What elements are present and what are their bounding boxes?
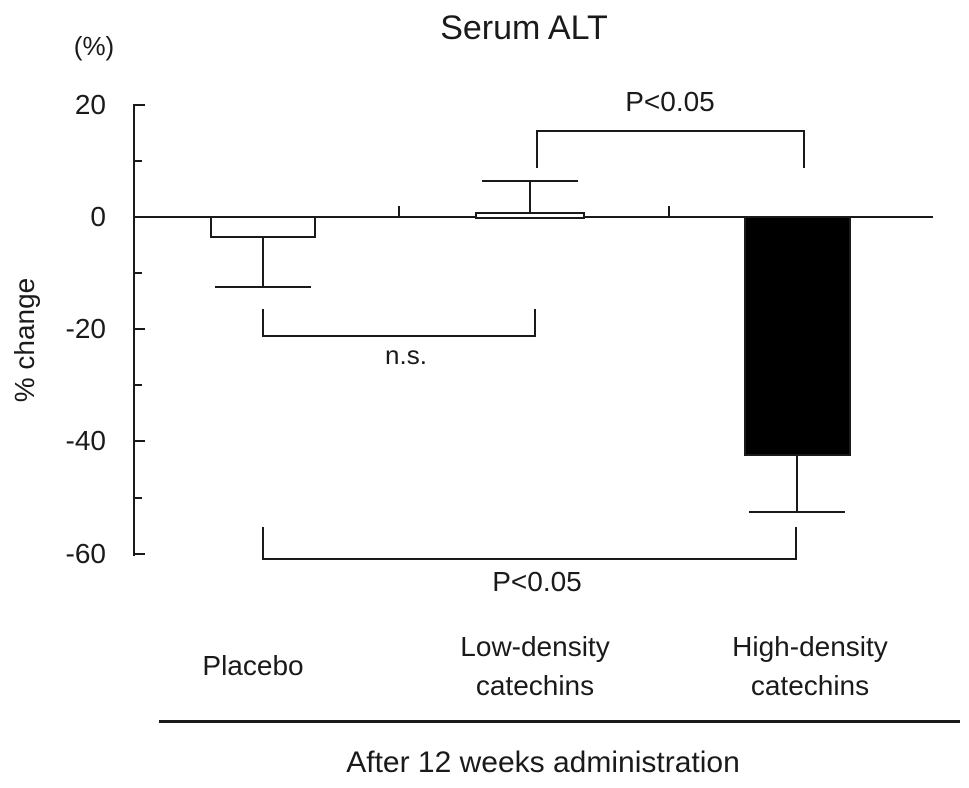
y-tick--10: [133, 272, 142, 275]
y-tick--50: [133, 496, 142, 499]
bar-high-density-catechins: [743, 216, 851, 457]
y-tick--20: [133, 328, 145, 331]
y-tick-label--60: -60: [65, 537, 106, 569]
y-tick-0: [133, 216, 145, 218]
y-tick-label--40: -40: [65, 425, 106, 457]
x-axis-label: After 12 weeks administration: [346, 746, 740, 779]
y-tick--30: [133, 384, 142, 387]
bar-placebo: [210, 216, 316, 238]
y-tick-label--20: -20: [65, 313, 106, 345]
significance-label-placebo-vs-high: P<0.05: [492, 566, 582, 597]
significance-bracket-low-vs-high: [536, 130, 805, 168]
significance-bracket-placebo-vs-high: [262, 527, 797, 560]
error-bar-placebo: [262, 236, 264, 288]
x-tick-0: [398, 206, 400, 217]
category-label-line: Placebo: [202, 650, 304, 681]
chart-title: Serum ALT: [440, 9, 608, 47]
category-label-line: catechins: [475, 670, 595, 701]
category-label-line: catechins: [750, 670, 870, 701]
y-tick-10: [133, 159, 142, 162]
error-cap-low-density-catechins: [482, 179, 578, 182]
category-label-high-density-catechins: High-density catechins: [700, 627, 920, 705]
significance-bracket-placebo-vs-low: [262, 309, 536, 337]
category-label-low-density-catechins: Low-density catechins: [425, 627, 645, 705]
category-label-line: High-density: [732, 631, 888, 662]
error-bar-high-density-catechins: [796, 455, 798, 512]
y-tick-label-20: 20: [74, 88, 106, 120]
category-label-line: Low-density: [460, 631, 610, 662]
y-tick--40: [133, 440, 145, 443]
y-axis-label: % change: [9, 277, 40, 403]
significance-label-placebo-vs-low: n.s.: [385, 340, 427, 370]
y-axis-unit-label: (%): [73, 31, 115, 61]
significance-label-low-vs-high: P<0.05: [625, 86, 715, 117]
error-bar-low-density-catechins: [529, 180, 531, 215]
error-cap-high-density-catechins: [749, 510, 845, 513]
category-label-placebo: Placebo: [163, 646, 343, 685]
y-tick--60: [133, 552, 145, 555]
error-cap-placebo: [215, 286, 311, 289]
y-tick-label-0: 0: [90, 201, 106, 232]
x-axis-group-line: [159, 720, 960, 723]
y-tick-20: [133, 103, 145, 106]
x-tick-1: [668, 206, 670, 217]
